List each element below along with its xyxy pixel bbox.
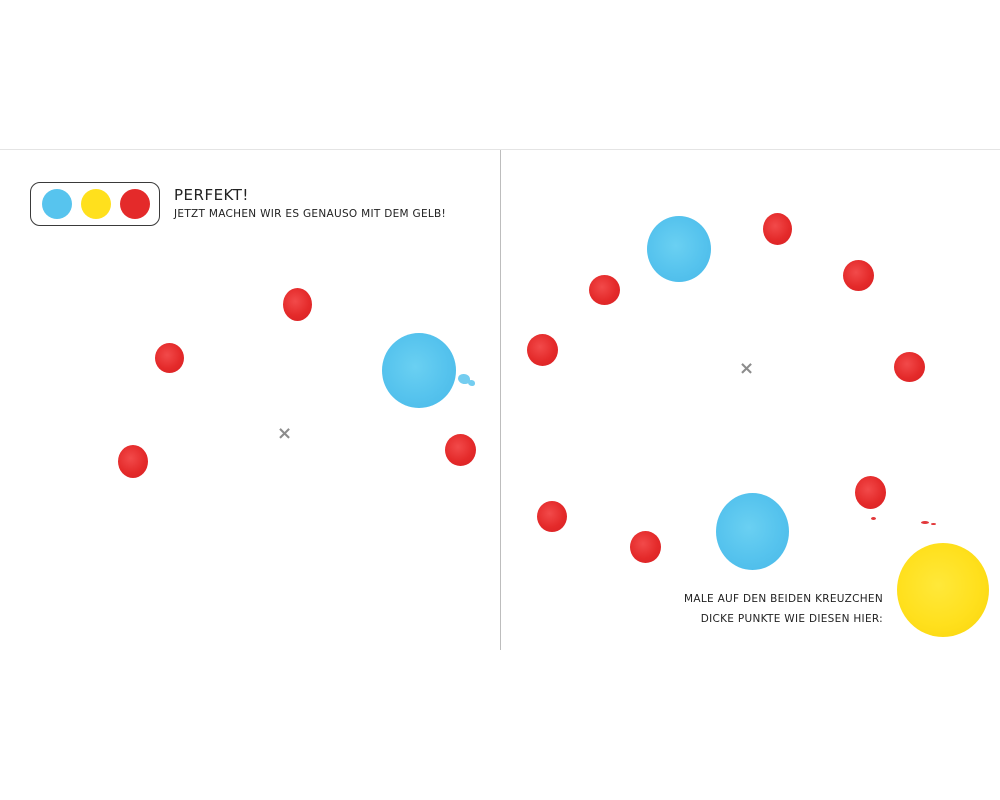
red-paint-speck [921, 521, 929, 524]
red-dot [445, 434, 476, 466]
red-dot [855, 476, 886, 509]
red-paint-speck [931, 523, 936, 525]
palette-swatch-blue [42, 189, 72, 219]
headline: Perfekt! [174, 186, 249, 204]
instruction-line-2: dicke Punkte wie diesen hier: [700, 613, 883, 625]
instruction-line-1: Male auf den beiden Kreuzchen [684, 593, 883, 605]
red-dot [537, 501, 567, 532]
red-dot [843, 260, 874, 291]
cross-mark: × [739, 358, 755, 379]
red-dot [894, 352, 925, 382]
blue-dot [716, 493, 789, 570]
book-spine [500, 150, 501, 650]
yellow-example-dot [897, 543, 989, 637]
blue-dot [382, 333, 456, 408]
cross-mark: × [277, 423, 293, 444]
red-dot [118, 445, 148, 478]
red-dot [527, 334, 558, 366]
palette-swatch-red [120, 189, 150, 219]
palette-swatch-yellow [81, 189, 111, 219]
instruction-text: Male auf den beiden Kreuzchen dicke Punk… [684, 589, 883, 629]
blue-dot [647, 216, 711, 282]
subline: Jetzt machen wir es genauso mit dem Gelb… [174, 208, 447, 220]
blue-paint-splatter [458, 374, 470, 384]
red-dot [155, 343, 184, 373]
red-dot [589, 275, 620, 305]
blue-paint-splatter [468, 380, 475, 386]
left-page: Perfekt! Jetzt machen wir es genauso mit… [0, 150, 500, 650]
right-page: × Male auf den beiden Kreuzchen dicke Pu… [501, 150, 1000, 650]
color-palette [30, 182, 160, 226]
red-dot [630, 531, 661, 563]
red-dot [283, 288, 312, 321]
red-paint-speck [871, 517, 876, 520]
book-spread: Perfekt! Jetzt machen wir es genauso mit… [0, 149, 1000, 650]
red-dot [763, 213, 792, 245]
